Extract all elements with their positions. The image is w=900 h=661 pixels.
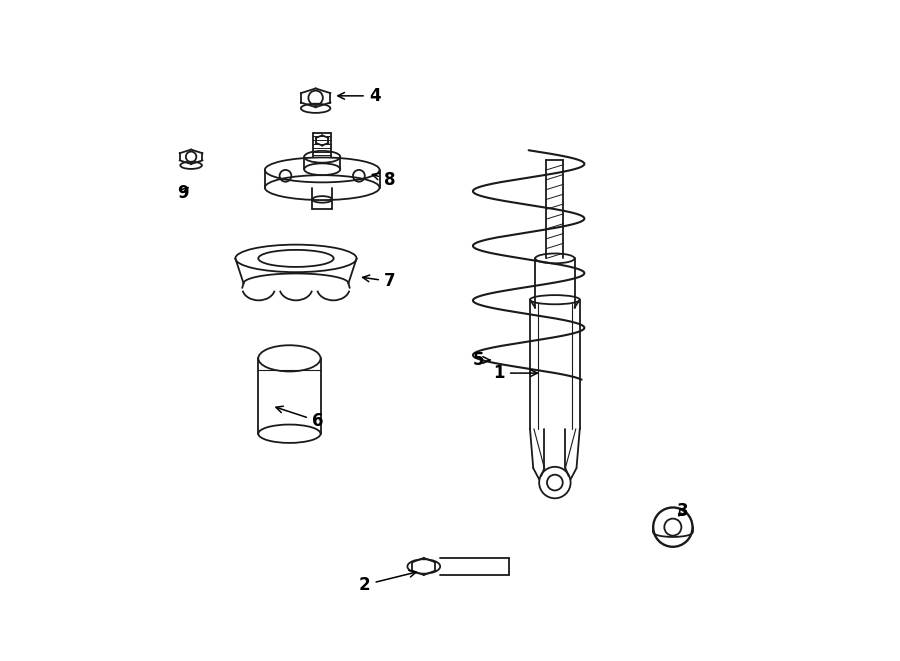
Text: 1: 1 <box>493 364 537 382</box>
Text: 2: 2 <box>359 570 416 594</box>
Text: 8: 8 <box>373 171 395 189</box>
Text: 3: 3 <box>677 502 688 520</box>
Text: 4: 4 <box>338 87 381 105</box>
Text: 7: 7 <box>363 272 395 290</box>
Text: 5: 5 <box>472 351 490 369</box>
Text: 6: 6 <box>276 407 323 430</box>
Text: 9: 9 <box>176 184 188 202</box>
